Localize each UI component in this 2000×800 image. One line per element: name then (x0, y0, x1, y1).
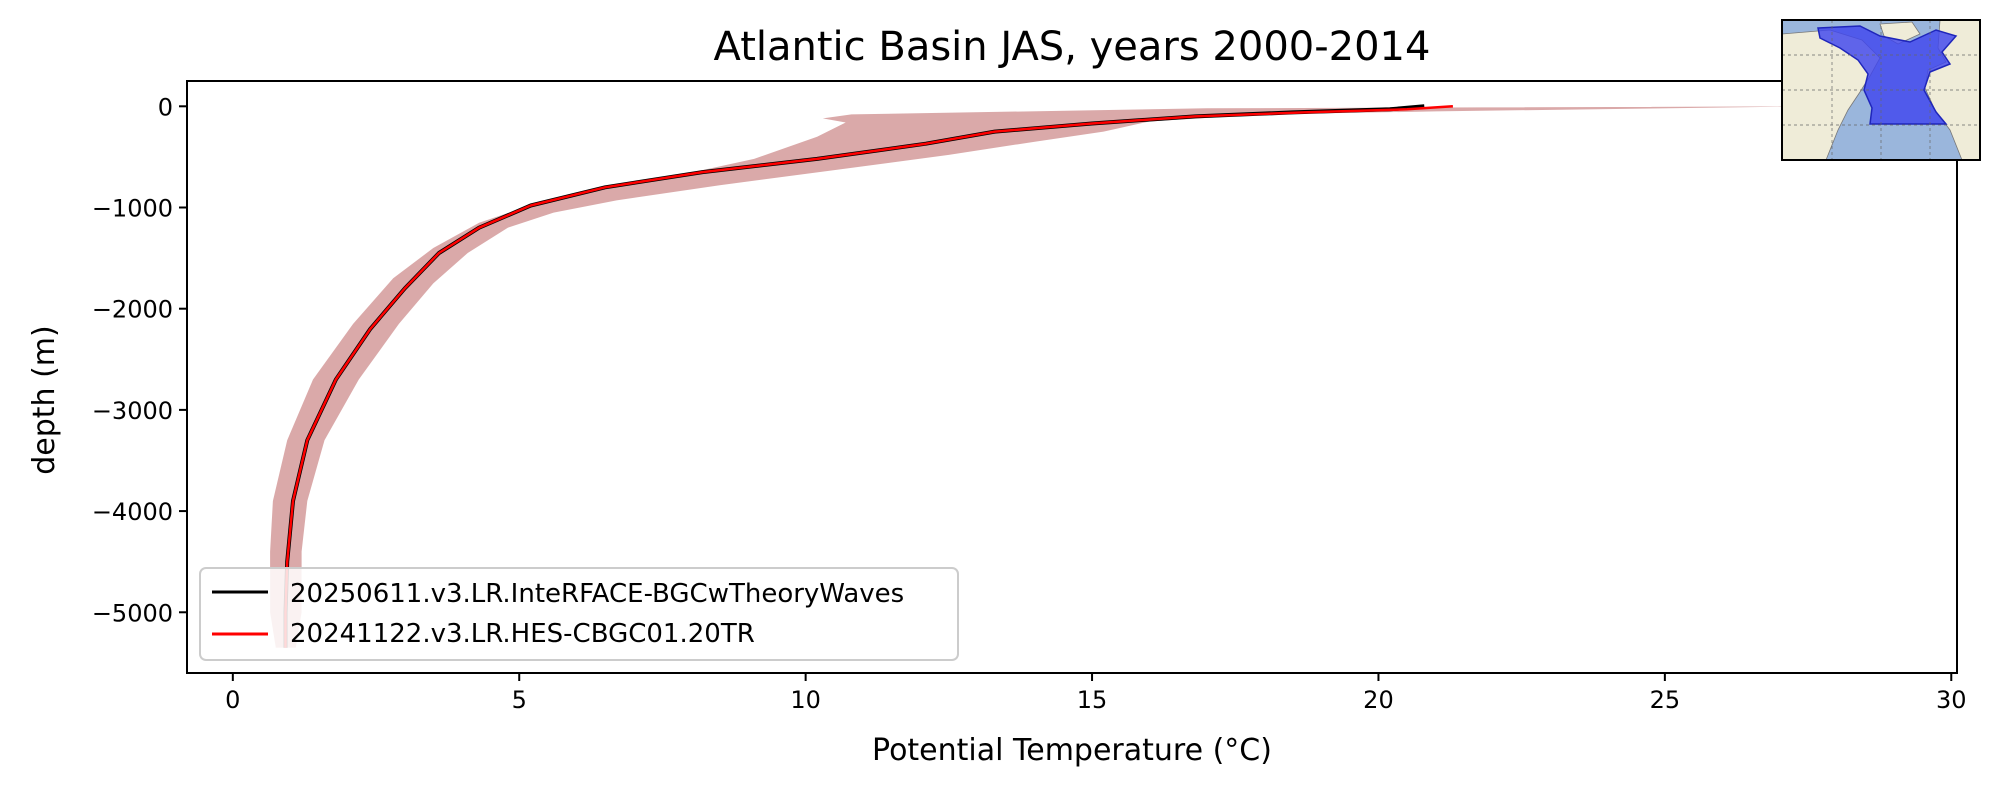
spread-band (270, 106, 1809, 648)
atlantic-basin-map (1781, 19, 1981, 161)
x-tick-label: 20 (1363, 686, 1394, 714)
legend-box (199, 567, 959, 661)
x-axis-label: Potential Temperature (°C) (872, 733, 1272, 768)
y-tick-label: −1000 (92, 194, 173, 222)
x-tick-label: 15 (1077, 686, 1108, 714)
plot-frame (186, 80, 1958, 674)
ticks-layer: 0 5 10 15 20 25 30 0 −1000 −2000 −3000 −4000 −5000 (92, 93, 1967, 714)
y-tick-label: −5000 (92, 599, 173, 627)
legend-label-1: 20241122.v3.LR.HES-CBGC01.20TR (290, 619, 755, 649)
x-tick-label: 0 (225, 686, 240, 714)
map-atlantic-basin-region (1817, 25, 1958, 125)
series-line-1 (284, 105, 1453, 648)
plot-layer (270, 104, 1809, 648)
y-tick-label: −3000 (92, 397, 173, 425)
map-frame (1781, 19, 1981, 161)
legend-label-0: 20250611.v3.LR.InteRFACE-BGCwTheoryWaves (290, 579, 904, 609)
x-tick-label: 10 (790, 686, 821, 714)
series-layer (283, 104, 1453, 648)
chart-title: Atlantic Basin JAS, years 2000-2014 (714, 24, 1431, 70)
series-line-0 (283, 104, 1425, 648)
y-axis-label: depth (m) (27, 325, 62, 475)
map-gridlines (1782, 20, 1980, 160)
y-tick-label: −2000 (92, 296, 173, 324)
y-tick-label: 0 (158, 93, 173, 121)
legend: 20250611.v3.LR.InteRFACE-BGCwTheoryWaves… (199, 567, 959, 661)
y-tick-label: −4000 (92, 498, 173, 526)
x-tick-label: 25 (1650, 686, 1681, 714)
x-tick-label: 5 (512, 686, 527, 714)
x-tick-label: 30 (1936, 686, 1967, 714)
